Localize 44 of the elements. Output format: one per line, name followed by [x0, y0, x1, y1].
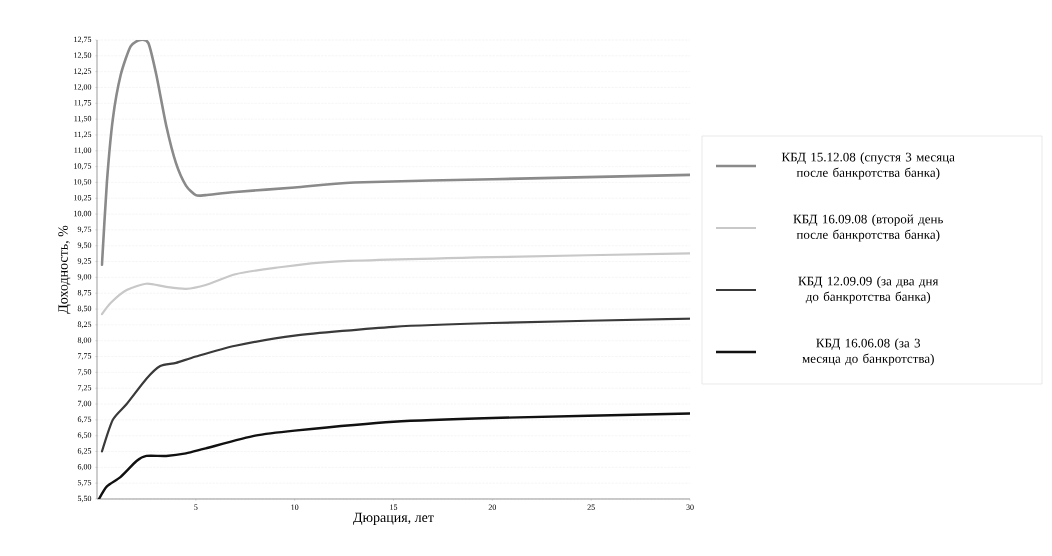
text: КБД 16.09.08 (второй день после банкротства банка): [793, 214, 943, 242]
y-tick-label: 6,50: [77, 432, 92, 439]
y-tick-label: 8,00: [77, 337, 92, 344]
y-tick-label: 6,25: [77, 448, 92, 455]
y-tick-label: 7,25: [78, 384, 92, 392]
y-tick-label: 11,25: [74, 131, 92, 139]
y-tick-label: 6,75: [77, 416, 92, 424]
y-tick-label: 11,00: [74, 147, 92, 155]
text: КБД 12.09.09 (за два дня до банкротства банка): [798, 276, 939, 304]
y-tick-label: 8,75: [77, 289, 92, 297]
x-axis-title: Дюрация, лет: [353, 512, 434, 525]
y-tick-label: 12,25: [74, 68, 92, 75]
text: КБД 16.06.08 (за 3 месяца до банкротства): [802, 338, 934, 366]
y-axis-title: Доходность, %: [58, 225, 71, 314]
y-tick-label: 6,00: [77, 464, 92, 471]
y-tick-label: 5,50: [77, 495, 92, 503]
y-tick-label: 9,75: [77, 226, 92, 234]
y-tick-label: 5,75: [77, 479, 92, 487]
y-tick-label: 8,50: [77, 305, 92, 313]
y-tick-label: 10,25: [74, 194, 92, 202]
y-tick-label: 12,75: [74, 36, 92, 44]
y-tick-label: 8,25: [77, 321, 92, 329]
y-tick-label: 10,00: [74, 210, 92, 218]
y-tick-label: 9,00: [77, 274, 92, 281]
y-tick-label: 11,50: [74, 115, 92, 123]
line-series: [100, 39, 690, 267]
y-tick-label: 7,50: [78, 369, 92, 376]
x-tick-label: 5: [194, 504, 198, 510]
x-tick-label: 10: [291, 504, 299, 510]
y-tick-label: 9,25: [77, 258, 92, 265]
x-tick-label: 15: [390, 504, 398, 510]
y-tick-label: 10,50: [74, 179, 92, 186]
x-tick-label: 20: [488, 504, 497, 510]
x-tick-label: 25: [587, 504, 595, 510]
y-tick-label: 7,00: [78, 400, 92, 408]
y-tick-label: 11,75: [74, 100, 92, 107]
y-tick-label: 10,75: [74, 163, 92, 170]
line-series: [100, 317, 690, 453]
y-tick-label: 7,75: [78, 353, 92, 360]
y-tick-label: 9,50: [77, 242, 92, 250]
legend-label: КБД 15.12.08 (спустя 3 месяца после банкротства банка): [781, 152, 955, 180]
x-tick-label: 30: [686, 504, 694, 510]
y-tick-label: 12,50: [74, 52, 92, 60]
y-tick-label: 12,00: [74, 84, 92, 91]
